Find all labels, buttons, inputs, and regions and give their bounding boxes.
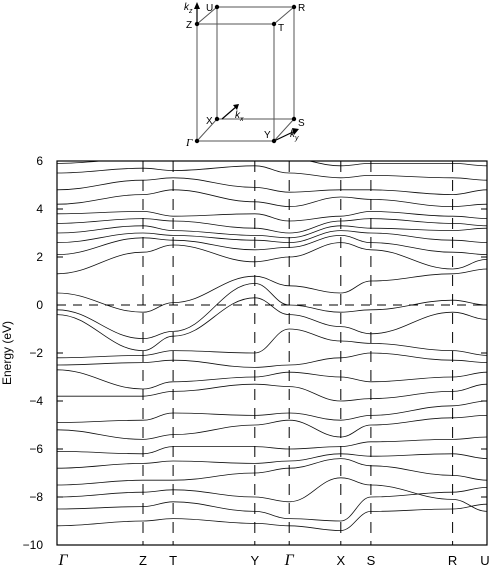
band-2 — [57, 487, 487, 522]
band-23 — [57, 177, 487, 196]
bz-edge-ys — [273, 118, 295, 142]
bz-dot-s — [291, 116, 297, 122]
ky-label: ky — [290, 129, 299, 142]
k-label-3: Y — [250, 553, 259, 568]
plot-frame — [56, 160, 488, 546]
k-label-0: Γ — [57, 552, 68, 569]
band-25 — [57, 161, 487, 167]
k-point-lines — [142, 161, 454, 545]
bz-label-y: Y — [264, 130, 271, 141]
bz-dot-z — [194, 21, 200, 27]
band-5 — [57, 453, 487, 469]
k-label-4: Γ — [284, 552, 295, 569]
y-tick-label: 4 — [36, 202, 43, 216]
k-label-6: S — [367, 553, 376, 568]
k-label-1: Z — [139, 553, 147, 568]
y-tick-label: −2 — [29, 346, 43, 360]
bz-edge-gx — [196, 118, 218, 142]
bz-dot-x — [214, 116, 220, 122]
bz-label-gamma: Γ — [185, 137, 193, 149]
bz-dot-gamma — [194, 138, 200, 144]
bz-label-t: T — [278, 23, 284, 34]
y-tick-label: −4 — [29, 394, 43, 408]
kz-label: kz — [184, 2, 193, 15]
kz-label-k: k — [184, 2, 190, 13]
band-13 — [57, 297, 487, 352]
bz-label-r: R — [298, 3, 305, 14]
band-9 — [57, 383, 487, 402]
bz-dot-u — [214, 4, 220, 10]
band-16 — [57, 242, 487, 275]
bz-label-u: U — [206, 3, 213, 14]
band-6 — [57, 436, 487, 455]
bz-edge-tr — [273, 6, 295, 25]
bz-dot-r — [291, 4, 297, 10]
band-1 — [57, 503, 487, 532]
y-axis-ticks: 6 4 2 0 −2 −4 −6 −8 −10 — [23, 154, 487, 552]
k-label-2: T — [169, 553, 177, 568]
band-8 — [57, 400, 487, 423]
band-12 — [57, 328, 487, 359]
kx-label: kx — [235, 110, 244, 123]
kz-arrowhead — [194, 2, 200, 9]
k-label-8: U — [480, 553, 489, 568]
bz-dot-t — [271, 21, 277, 27]
band-7 — [57, 415, 487, 440]
k-label-5: X — [336, 553, 345, 568]
y-tick-label: −6 — [29, 442, 43, 456]
band-11 — [57, 352, 487, 368]
y-tick-label: −10 — [23, 538, 44, 552]
y-tick-label: 2 — [36, 250, 43, 264]
kx-arrow — [221, 105, 238, 120]
band-24 — [57, 165, 487, 181]
bz-label-x: X — [206, 116, 213, 127]
kx-label-k: k — [235, 110, 241, 121]
ky-arrow — [273, 130, 296, 142]
band-20 — [57, 218, 487, 234]
y-tick-label: −8 — [29, 490, 43, 504]
bz-label-s: S — [298, 118, 305, 129]
band-19 — [57, 225, 487, 239]
band-3 — [57, 477, 487, 512]
bz-edge-zu — [196, 6, 218, 25]
ky-label-sub: y — [294, 135, 299, 142]
ky-label-k: k — [290, 129, 296, 140]
bz-label-z: Z — [186, 20, 192, 31]
kx-arrowhead — [233, 104, 239, 110]
y-axis-label: Energy (eV) — [0, 321, 14, 385]
band-10 — [57, 369, 487, 390]
bands-layer — [57, 161, 487, 532]
bz-dot-y — [271, 138, 277, 144]
band-22 — [57, 189, 487, 208]
y-tick-label: 0 — [36, 298, 43, 312]
ky-arrowhead — [292, 128, 299, 135]
brillouin-zone-diagram: U R Z T X S Γ Y kz kx ky — [184, 2, 305, 149]
kz-label-sub: z — [188, 8, 193, 15]
k-label-7: R — [448, 553, 457, 568]
kx-label-sub: x — [239, 116, 244, 123]
band-structure-plot: 6 4 2 0 −2 −4 −6 −8 −10 Γ Z T Y Γ X S R U Energy (eV) — [0, 154, 490, 569]
band-14 — [57, 282, 487, 340]
y-tick-label: 6 — [36, 154, 43, 168]
